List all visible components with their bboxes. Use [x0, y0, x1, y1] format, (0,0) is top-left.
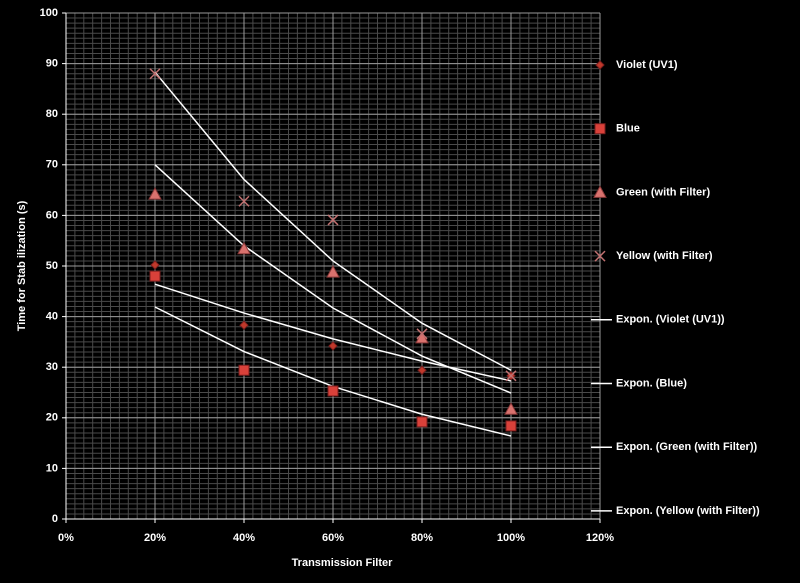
marker [416, 328, 428, 340]
y-tick-label: 50 [46, 260, 58, 272]
legend-marker [594, 123, 606, 135]
legend-label: Expon. (Violet (UV1)) [616, 314, 725, 326]
marker [237, 241, 251, 255]
legend-marker [595, 60, 605, 70]
trendline [154, 164, 512, 394]
marker [149, 270, 161, 282]
marker [505, 420, 517, 432]
x-tick-label: 40% [233, 532, 255, 544]
y-tick-label: 90 [46, 58, 58, 70]
legend-label: Expon. (Green (with Filter)) [616, 441, 758, 453]
legend-marker [593, 185, 607, 198]
legend-label: Expon. (Yellow (with Filter)) [616, 505, 760, 517]
y-tick-label: 40 [46, 311, 58, 323]
legend-label: Blue [616, 123, 640, 135]
marker [327, 385, 339, 397]
marker [238, 195, 250, 207]
marker [417, 365, 427, 375]
y-tick-label: 80 [46, 108, 58, 120]
trendline [154, 71, 512, 371]
y-tick-label: 10 [46, 462, 58, 474]
x-tick-label: 100% [497, 532, 525, 544]
marker [328, 341, 338, 351]
legend-label: Yellow (with Filter) [616, 250, 713, 262]
marker [238, 364, 250, 376]
marker [326, 265, 340, 278]
marker [327, 214, 339, 226]
legend-label: Expon. (Blue) [616, 377, 687, 389]
marker [505, 370, 517, 382]
y-tick-label: 60 [46, 209, 58, 221]
marker [504, 402, 518, 415]
marker [239, 320, 249, 330]
marker [148, 187, 162, 200]
x-tick-label: 80% [411, 532, 433, 544]
x-tick-label: 120% [586, 532, 614, 544]
marker [150, 260, 160, 270]
y-axis-title: Time for Stab ilization (s) [16, 200, 28, 331]
marker [416, 416, 428, 428]
y-tick-label: 20 [46, 412, 58, 424]
x-tick-label: 20% [144, 532, 166, 544]
y-tick-label: 70 [46, 159, 58, 171]
y-tick-label: 30 [46, 361, 58, 373]
x-tick-label: 0% [58, 532, 74, 544]
x-axis-title: Transmission Filter [292, 557, 394, 569]
marker [149, 68, 161, 80]
legend-marker [594, 250, 606, 262]
x-tick-label: 60% [322, 532, 344, 544]
legend-label: Violet (UV1) [616, 59, 678, 71]
y-tick-label: 0 [52, 513, 58, 525]
y-tick-label: 100 [40, 7, 58, 19]
legend-label: Green (with Filter) [616, 186, 710, 198]
